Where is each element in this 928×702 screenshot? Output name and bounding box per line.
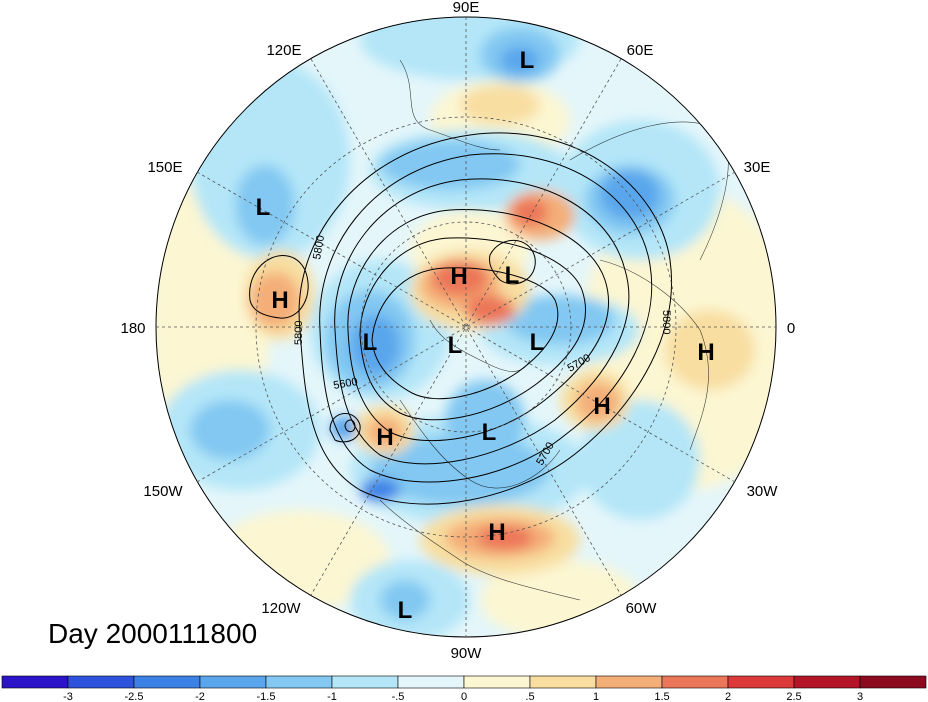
colorbar-box <box>727 675 795 689</box>
map-title: Day 2000111800 <box>48 618 258 649</box>
colorbar-tick-label: 3 <box>857 691 863 702</box>
colorbar-box <box>265 675 333 689</box>
lon-30w: 30W <box>747 483 779 500</box>
colorbar-box <box>1 675 69 689</box>
low-marker: L <box>482 419 497 446</box>
colorbar-tick-label: -1 <box>327 691 337 702</box>
high-marker: H <box>593 393 610 420</box>
lon-0: 0 <box>787 320 795 337</box>
colorbar-tick-label: 2.5 <box>786 691 801 702</box>
lon-90e: 90E <box>453 0 480 16</box>
lon-90w: 90W <box>451 645 483 662</box>
contour-label: 5800 <box>311 234 327 260</box>
low-marker: L <box>530 329 545 356</box>
low-marker: L <box>505 262 520 289</box>
high-marker: H <box>697 339 714 366</box>
colorbar-tick-label: -1.5 <box>257 691 276 702</box>
low-marker: L <box>256 194 271 221</box>
colorbar-tick-label: -.5 <box>392 691 405 702</box>
pressure-centers: L L L H L H L L L H H H L H L <box>256 47 715 624</box>
colorbar-tick-label: 1 <box>593 691 599 702</box>
colorbar-tick-label: .5 <box>525 691 534 702</box>
height-contours <box>249 132 672 505</box>
lon-150e: 150E <box>147 159 182 176</box>
longitude-labels: 90E 60E 30E 0 30W 60W 90W 120W 150W 180 … <box>120 0 795 662</box>
colorbar-ticks: -3 -2.5 -2 -1.5 -1 -.5 0 .5 1 1.5 2 2.5 3 <box>63 691 863 702</box>
colorbar-tick-label: -2 <box>195 691 205 702</box>
low-marker: L <box>520 47 535 74</box>
contour-label: 5800 <box>293 321 305 345</box>
colorbar-box <box>67 675 135 689</box>
colorbar-box <box>397 675 465 689</box>
colorbar-box <box>529 675 597 689</box>
anomaly-field <box>156 17 776 637</box>
colorbar-box <box>661 675 729 689</box>
colorbar-box <box>199 675 267 689</box>
high-marker: H <box>488 519 505 546</box>
colorbar-tick-label: -2.5 <box>125 691 144 702</box>
lon-120e: 120E <box>266 42 301 59</box>
colorbar: -3 -2.5 -2 -1.5 -1 -.5 0 .5 1 1.5 2 2.5 3 <box>1 675 927 702</box>
lon-150w: 150W <box>143 483 183 500</box>
lon-60w: 60W <box>626 600 658 617</box>
low-marker: L <box>363 329 378 356</box>
colorbar-box <box>859 675 927 689</box>
colorbar-boxes <box>1 675 927 689</box>
high-marker: H <box>376 424 393 451</box>
low-marker: L <box>398 597 413 624</box>
colorbar-tick-label: -3 <box>63 691 73 702</box>
colorbar-box <box>595 675 663 689</box>
polar-map: 90E 60E 30E 0 30W 60W 90W 120W 150W 180 … <box>120 0 795 662</box>
colorbar-tick-label: 1.5 <box>654 691 669 702</box>
lon-180: 180 <box>120 320 145 337</box>
contour-label: 5600 <box>332 376 358 392</box>
colorbar-box <box>331 675 399 689</box>
colorbar-box <box>133 675 201 689</box>
lon-30e: 30E <box>744 159 771 176</box>
colorbar-tick-label: 0 <box>461 691 467 702</box>
colorbar-box <box>463 675 531 689</box>
graticule <box>156 17 776 637</box>
lon-120w: 120W <box>261 600 301 617</box>
low-marker: L <box>448 332 463 359</box>
high-marker: H <box>450 263 467 290</box>
lon-60e: 60E <box>627 42 654 59</box>
colorbar-box <box>793 675 861 689</box>
colorbar-tick-label: 2 <box>725 691 731 702</box>
contour-label: 5800 <box>660 310 672 334</box>
high-marker: H <box>271 287 288 314</box>
